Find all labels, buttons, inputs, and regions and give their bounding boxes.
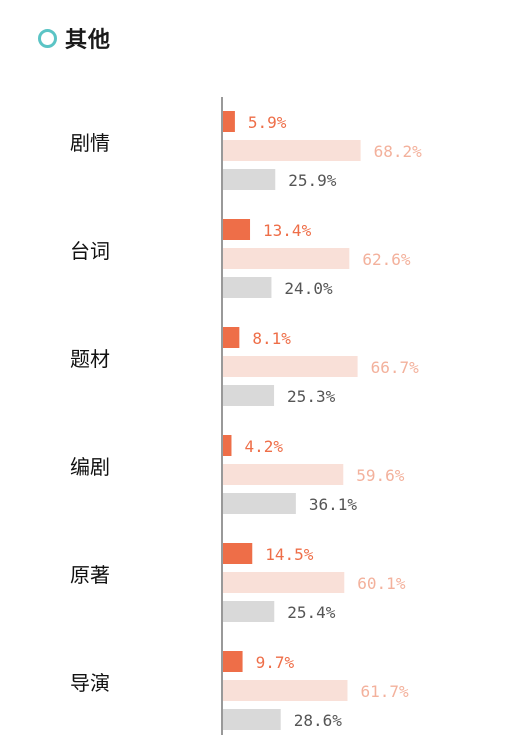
bar-negative <box>223 385 275 406</box>
bar-neutral <box>223 140 361 161</box>
bar-neutral <box>223 464 344 485</box>
section-title: 其他 <box>65 28 112 53</box>
category-label: 导演 <box>70 671 110 695</box>
category-label: 原著 <box>70 563 110 587</box>
bar-negative <box>223 277 272 298</box>
data-label: 14.5% <box>265 545 314 564</box>
data-label: 9.7% <box>256 653 295 672</box>
data-label: 59.6% <box>356 466 405 485</box>
watermark-text: 骨朵网络影视 <box>436 708 515 723</box>
bar-positive <box>223 435 232 456</box>
category-label: 编剧 <box>70 455 110 479</box>
data-label: 24.0% <box>284 279 333 298</box>
wechat-icon <box>413 706 432 721</box>
data-label: 25.4% <box>287 603 336 622</box>
data-label: 60.1% <box>357 574 406 593</box>
bar-negative <box>223 493 296 514</box>
data-label: 8.1% <box>252 329 291 348</box>
bar-positive <box>223 543 253 564</box>
bar-neutral <box>223 680 348 701</box>
data-label: 4.2% <box>244 437 283 456</box>
data-label: 36.1% <box>309 495 358 514</box>
data-label: 28.6% <box>294 711 343 730</box>
bar-positive <box>223 651 243 672</box>
data-label: 25.3% <box>287 387 336 406</box>
bar-positive <box>223 111 235 132</box>
watermark: 骨朵网络影视 <box>413 704 515 723</box>
bar-positive <box>223 327 240 348</box>
ring-icon <box>38 28 57 48</box>
category-label: 台词 <box>70 239 110 263</box>
data-label: 66.7% <box>371 358 420 377</box>
bar-neutral <box>223 248 350 269</box>
bar-neutral <box>223 356 358 377</box>
category-label: 剧情 <box>70 131 110 155</box>
bar-positive <box>223 219 251 240</box>
bar-negative <box>223 709 281 730</box>
data-label: 5.9% <box>248 113 287 132</box>
section-header: 其他 <box>38 24 112 53</box>
data-label: 25.9% <box>288 171 337 190</box>
data-label: 68.2% <box>374 142 423 161</box>
data-label: 61.7% <box>361 682 410 701</box>
bar-neutral <box>223 572 345 593</box>
bar-negative <box>223 601 275 622</box>
bar-negative <box>223 169 276 190</box>
data-label: 13.4% <box>263 221 312 240</box>
data-label: 62.6% <box>362 250 411 269</box>
category-label: 题材 <box>70 347 110 371</box>
